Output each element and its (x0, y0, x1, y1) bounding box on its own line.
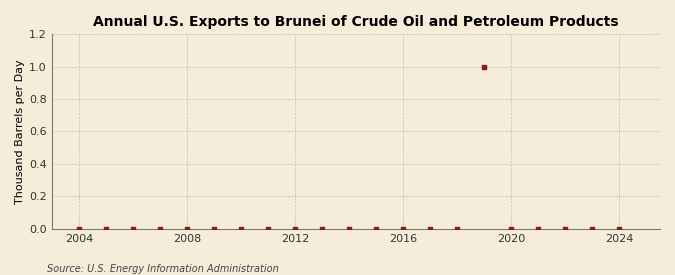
Text: Source: U.S. Energy Information Administration: Source: U.S. Energy Information Administ… (47, 264, 279, 274)
Point (587, 226, 598, 231)
Point (614, 226, 625, 231)
Point (506, 226, 517, 231)
Point (560, 226, 571, 231)
Point (371, 226, 381, 231)
Point (344, 226, 354, 231)
Point (398, 226, 408, 231)
Point (317, 226, 327, 231)
Point (452, 226, 462, 231)
Point (155, 226, 165, 231)
Point (209, 226, 219, 231)
Title: Annual U.S. Exports to Brunei of Crude Oil and Petroleum Products: Annual U.S. Exports to Brunei of Crude O… (93, 15, 619, 29)
Point (425, 226, 435, 231)
Point (263, 226, 273, 231)
Point (101, 226, 111, 231)
Point (128, 226, 138, 231)
Point (290, 226, 300, 231)
Point (236, 226, 246, 231)
Point (182, 226, 192, 231)
Y-axis label: Thousand Barrels per Day: Thousand Barrels per Day (15, 59, 25, 204)
Point (533, 226, 544, 231)
Point (74, 226, 84, 231)
Point (479, 65, 489, 69)
